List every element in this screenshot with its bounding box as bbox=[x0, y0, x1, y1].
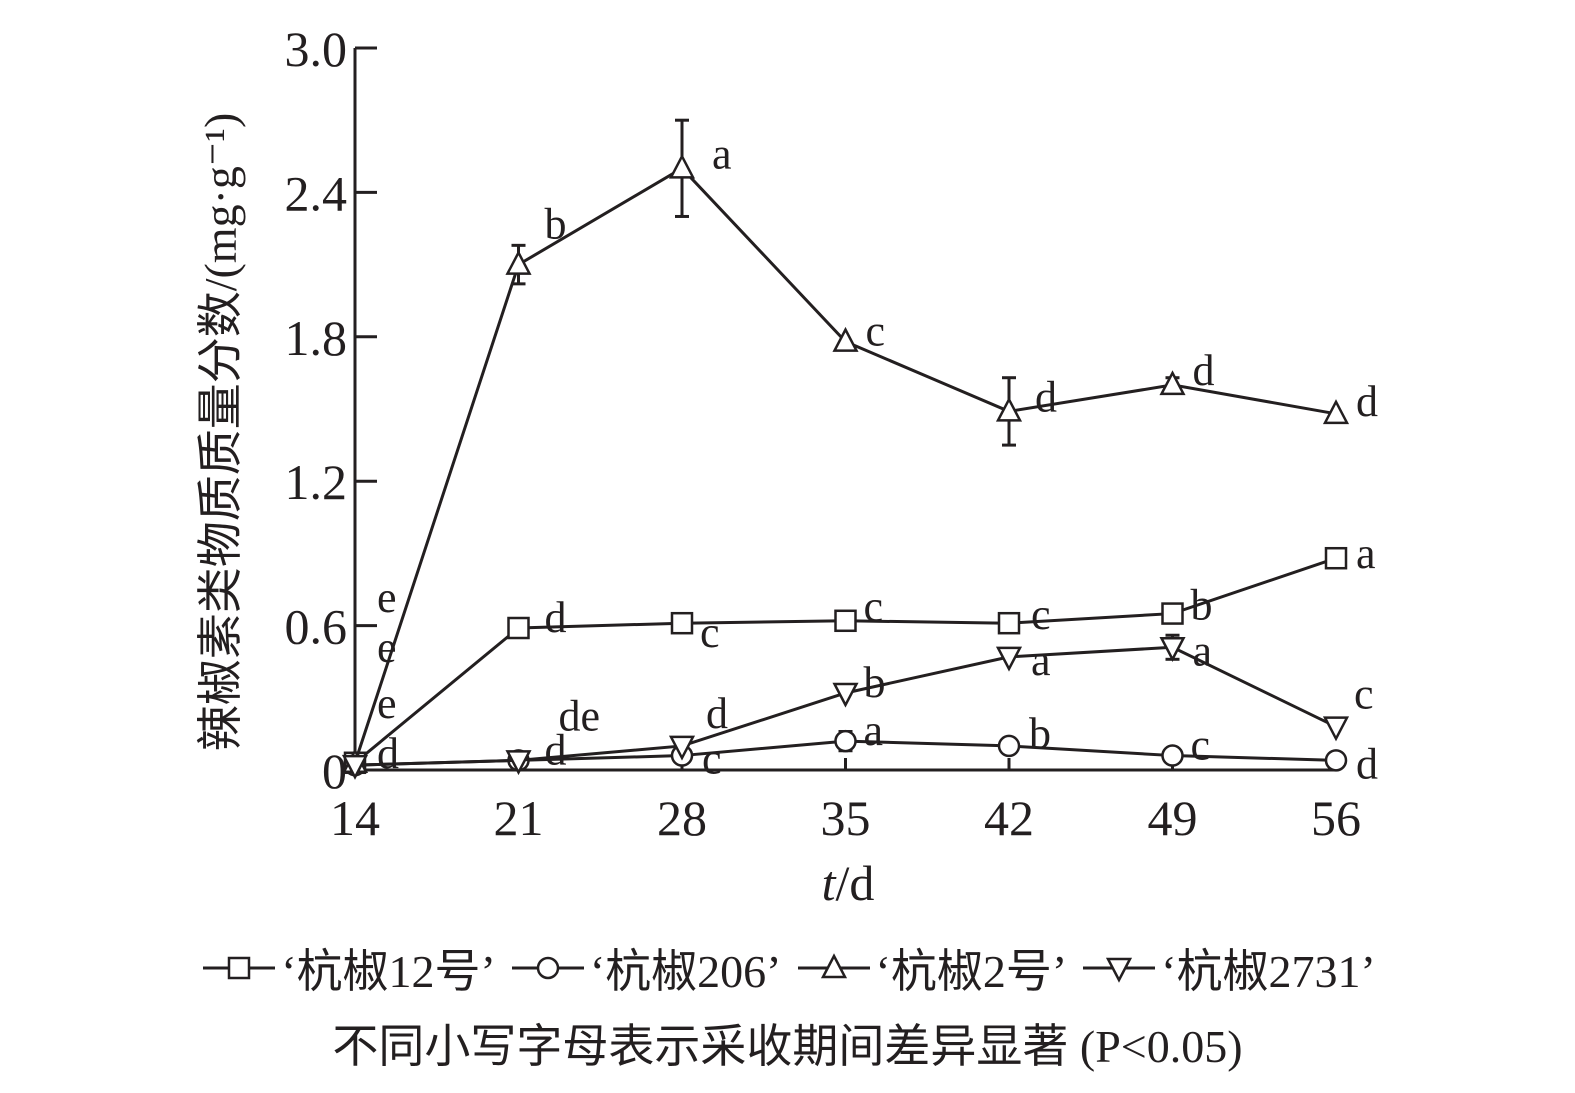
data-point bbox=[1324, 546, 1348, 570]
data-point bbox=[995, 646, 1023, 672]
significance-letter: c bbox=[866, 307, 886, 356]
significance-letter: d bbox=[1356, 739, 1378, 788]
significance-letter: a bbox=[1193, 626, 1213, 675]
axes: 0 0.6 1.2 1.8 2.4 3.0 14 21 28 35 42 49 56 bbox=[285, 21, 1362, 846]
legend-marker-circle bbox=[511, 956, 584, 980]
legend: ‘杭椒12号’ ‘杭椒206’ ‘杭椒2号’ ‘杭椒2731’ bbox=[0, 935, 1575, 1001]
significance-letter: d bbox=[545, 593, 567, 642]
significance-letter: c bbox=[1354, 670, 1374, 719]
significance-letter: a bbox=[1356, 529, 1376, 578]
legend-label: ‘杭椒206’ bbox=[589, 946, 782, 997]
legend-label: ‘杭椒2731’ bbox=[1161, 946, 1376, 997]
significance-letter: e bbox=[377, 573, 397, 622]
significance-letter: d bbox=[1356, 377, 1378, 426]
chart: 00.61.21.82.43.014 21 28 35 42 49 56 ed cc c bad d… bbox=[195, 21, 1378, 911]
legend-symbol bbox=[227, 956, 251, 980]
legend-label: ‘杭椒12号’ bbox=[281, 946, 496, 997]
significance-letter: c bbox=[1031, 590, 1051, 639]
legend-symbol bbox=[820, 953, 847, 979]
legend-item: ‘杭椒2号’ bbox=[794, 935, 1068, 1001]
x-tick-label: 21 bbox=[494, 790, 544, 846]
significance-letter: d bbox=[377, 729, 399, 778]
data-point bbox=[1322, 716, 1350, 742]
series-line bbox=[353, 166, 1337, 764]
data-point bbox=[1159, 370, 1186, 396]
data-point bbox=[832, 326, 859, 352]
data-point bbox=[1161, 602, 1184, 625]
data-point bbox=[995, 396, 1023, 422]
significance-letter: b bbox=[545, 200, 567, 249]
legend-marker-triangle-up bbox=[797, 953, 870, 979]
data-point bbox=[505, 249, 532, 275]
significance-letter: c bbox=[702, 735, 722, 784]
data-point bbox=[1322, 399, 1350, 425]
y-tick-label: 1.8 bbox=[285, 310, 348, 366]
significance-letter: a bbox=[1031, 636, 1051, 685]
legend-symbol bbox=[536, 956, 560, 980]
y-tick-label: 0.6 bbox=[285, 599, 348, 655]
significance-letter: e bbox=[377, 679, 397, 728]
significance-letter: c bbox=[1191, 721, 1211, 770]
series-triangle-down bbox=[341, 633, 1350, 780]
x-tick-label: 42 bbox=[984, 790, 1034, 846]
significance-letter: b bbox=[1191, 581, 1213, 630]
significance-letter: b bbox=[864, 658, 886, 707]
significance-letter: c bbox=[700, 608, 720, 657]
y-tick-label: 3.0 bbox=[285, 21, 348, 77]
data-point bbox=[668, 153, 696, 179]
data-point bbox=[997, 611, 1021, 635]
y-tick-label: 2.4 bbox=[285, 165, 348, 221]
significance-letter: b bbox=[1029, 709, 1051, 758]
x-tick-label: 56 bbox=[1311, 790, 1361, 846]
data-point bbox=[1161, 744, 1184, 767]
data-point bbox=[670, 611, 694, 635]
data-point bbox=[997, 734, 1021, 758]
data-point bbox=[1324, 749, 1348, 772]
y-axis-label: 辣椒素类物质质量分数/(mg·g⁻¹) bbox=[195, 113, 246, 752]
legend-item: ‘杭椒2731’ bbox=[1079, 935, 1376, 1001]
x-tick-label: 35 bbox=[821, 790, 871, 846]
y-tick-label: 1.2 bbox=[285, 454, 348, 510]
data-point bbox=[1159, 637, 1186, 662]
significance-letter: de bbox=[559, 691, 601, 740]
data-point bbox=[507, 616, 530, 640]
significance-letter: a bbox=[712, 129, 732, 178]
legend-marker-triangle-down bbox=[1083, 957, 1156, 983]
significance-letter: c bbox=[864, 582, 884, 631]
data-point bbox=[834, 609, 857, 633]
significance-letter: d bbox=[1035, 372, 1057, 421]
data-point bbox=[505, 750, 532, 776]
legend-item: ‘杭椒12号’ bbox=[199, 935, 496, 1001]
significance-letter: d bbox=[706, 689, 728, 738]
significance-letter: e bbox=[377, 623, 397, 672]
legend-symbol bbox=[1106, 957, 1133, 983]
data-point bbox=[668, 735, 696, 761]
data-point bbox=[832, 682, 859, 708]
x-tick-label: 49 bbox=[1148, 790, 1198, 846]
series-layer bbox=[341, 118, 1350, 780]
x-tick-label: 28 bbox=[657, 790, 707, 846]
significance-note: 不同小写字母表示采收期间差异显著 (P<0.05) bbox=[332, 1021, 1243, 1072]
legend-label: ‘杭椒2号’ bbox=[875, 946, 1068, 997]
data-point bbox=[834, 729, 857, 753]
y-tick-label: 0 bbox=[322, 743, 347, 799]
legend-marker-square bbox=[203, 956, 276, 980]
x-tick-label: 14 bbox=[330, 790, 380, 846]
significance-letter: d bbox=[1193, 346, 1215, 395]
data-point bbox=[341, 754, 369, 780]
legend-item: ‘杭椒206’ bbox=[508, 935, 782, 1001]
significance-letter: d bbox=[545, 725, 567, 774]
x-axis-label: t/d bbox=[822, 855, 875, 911]
significance-letter: a bbox=[864, 706, 884, 755]
